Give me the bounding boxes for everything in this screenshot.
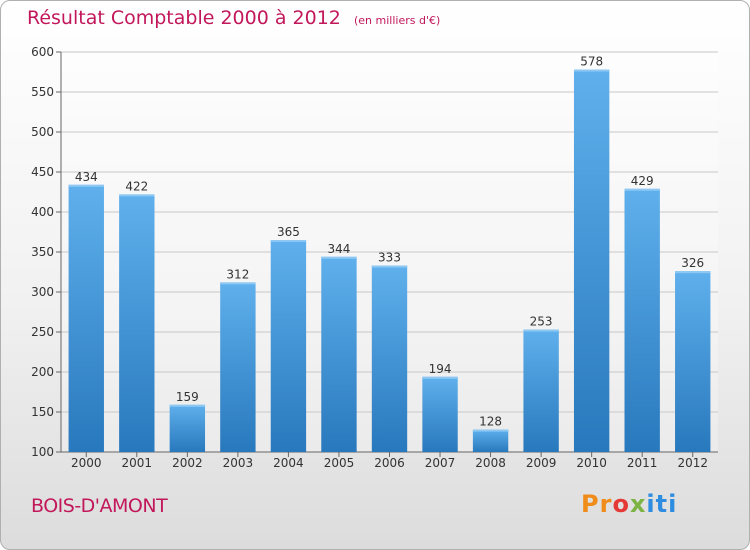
bar-highlight [422, 376, 458, 379]
y-tick-label: 300 [31, 285, 54, 299]
bar [270, 240, 307, 452]
x-tick-label: 2012 [677, 456, 708, 470]
x-tick-label: 2005 [324, 456, 355, 470]
bar [573, 69, 610, 452]
logo-part-1: Pr [581, 490, 613, 518]
x-tick-label: 2006 [374, 456, 405, 470]
bar [675, 271, 711, 452]
x-tick-label: 2010 [576, 456, 607, 470]
bar-value-label: 578 [580, 55, 603, 69]
bar-highlight [472, 429, 509, 432]
bar-value-label: 128 [479, 415, 502, 429]
y-tick-label: 250 [31, 325, 54, 339]
bar [220, 282, 256, 452]
x-tick-label: 2011 [627, 456, 658, 470]
y-tick-label: 600 [31, 45, 54, 59]
bar-highlight [220, 282, 256, 285]
x-tick-label: 2007 [425, 456, 456, 470]
logo-part-2: o [612, 490, 630, 518]
bar [68, 184, 104, 453]
bar-highlight [270, 240, 307, 242]
y-tick-label: 150 [31, 405, 54, 419]
bar [169, 404, 206, 452]
bar-highlight [624, 188, 660, 191]
x-tick-label: 2003 [223, 456, 254, 470]
bar [119, 194, 155, 452]
bar-value-label: 253 [530, 315, 553, 329]
y-tick-label: 100 [31, 445, 54, 459]
y-tick-label: 400 [31, 205, 54, 219]
bar [321, 256, 357, 452]
bar-value-label: 365 [277, 225, 300, 239]
chart-unit-note: (en milliers d'€) [353, 14, 441, 27]
bar-value-label: 159 [176, 390, 199, 404]
bar-value-label: 422 [125, 179, 148, 193]
logo-part-4: iti [646, 490, 678, 518]
y-tick-label: 500 [31, 125, 54, 139]
bar-highlight [119, 194, 155, 197]
bar-highlight [321, 256, 357, 259]
commune-name: BOIS-D'AMONT [31, 495, 168, 517]
bar-highlight [675, 271, 711, 274]
y-tick-label: 200 [31, 365, 54, 379]
chart-title: Résultat Comptable 2000 à 2012 [27, 7, 341, 29]
bar-value-label: 333 [378, 251, 401, 265]
bar-highlight [573, 69, 610, 72]
bar-highlight [371, 265, 408, 268]
bar [624, 188, 660, 453]
bar-highlight [523, 329, 559, 332]
bar [422, 376, 458, 452]
y-tick-label: 550 [31, 85, 54, 99]
x-tick-label: 2001 [122, 456, 153, 470]
x-tick-label: 2000 [71, 456, 102, 470]
bar-value-label: 434 [75, 170, 98, 184]
bar-highlight [169, 404, 206, 407]
bar [371, 265, 408, 452]
bar-highlight [68, 184, 104, 187]
x-tick-label: 2009 [526, 456, 557, 470]
y-tick-label: 350 [31, 245, 54, 259]
bar-value-label: 194 [429, 362, 452, 376]
x-tick-label: 2008 [475, 456, 506, 470]
bar [472, 429, 509, 452]
bar [523, 329, 559, 452]
proxiti-logo[interactable]: Proxiti [581, 490, 677, 518]
bar-value-label: 344 [328, 242, 351, 256]
bar-value-label: 312 [226, 267, 249, 281]
title-row: Résultat Comptable 2000 à 2012 (en milli… [27, 7, 440, 29]
bar-value-label: 326 [681, 256, 704, 270]
logo-part-3: x [629, 490, 647, 518]
bar-value-label: 429 [631, 174, 654, 188]
x-tick-label: 2004 [273, 456, 304, 470]
x-tick-label: 2002 [172, 456, 203, 470]
y-tick-label: 450 [31, 165, 54, 179]
